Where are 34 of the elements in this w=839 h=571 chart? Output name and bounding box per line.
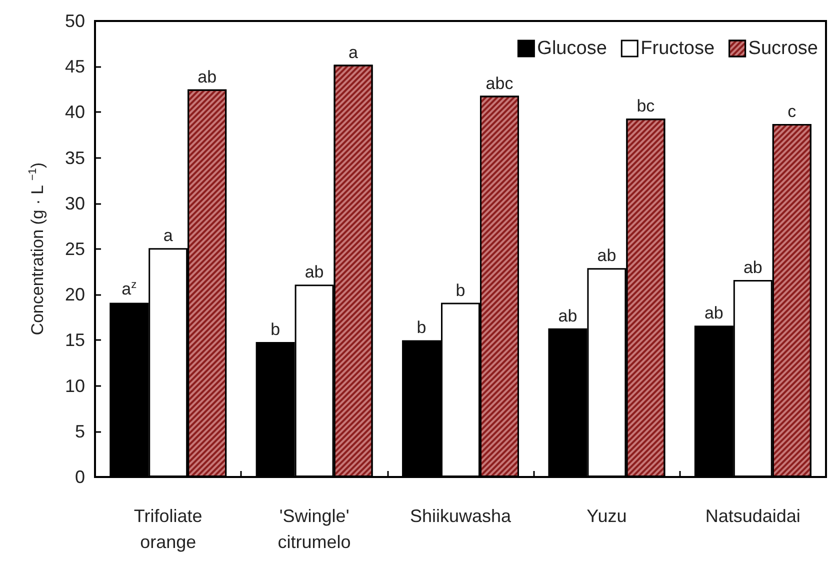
data-label: ab: [198, 67, 217, 86]
y-tick-label: 20: [64, 284, 85, 305]
y-tick-label: 0: [74, 467, 85, 487]
data-label: ab: [704, 304, 724, 323]
data-label: ab: [743, 258, 762, 278]
data-label: bc: [636, 96, 656, 116]
legend-label: Sucrose: [748, 38, 818, 59]
data-label: b: [416, 318, 426, 338]
x-tick-label: Shiikuwasha: [410, 506, 512, 526]
data-label: abc: [486, 74, 514, 93]
legend-label: Fructose: [640, 38, 715, 59]
x-tick-label: Yuzu: [586, 506, 627, 526]
legend-label: Glucose: [537, 38, 607, 59]
y-tick-label: 40: [64, 102, 85, 122]
y-tick-label: 5: [74, 421, 85, 442]
x-tick-label: 'Swingle' citrumelo: [278, 506, 351, 552]
data-label: ab: [597, 246, 616, 266]
data-label: c: [788, 102, 797, 122]
x-tick-label: Trifoliate orange: [134, 506, 202, 552]
data-label: a: [348, 42, 359, 62]
data-label: b: [270, 320, 280, 340]
y-tick-label: 25: [64, 239, 85, 259]
y-tick-label: 10: [64, 376, 85, 396]
data-label: ab: [304, 262, 324, 282]
data-label: a: [163, 226, 174, 246]
data-label: b: [456, 280, 466, 300]
y-tick-label: 45: [64, 56, 85, 77]
data-label: ab: [558, 306, 578, 326]
y-axis-title: Concentration (g · L −1): [27, 162, 47, 336]
y-tick-label: 30: [64, 193, 85, 214]
y-tick-label: 35: [64, 148, 85, 168]
x-tick-label: Natsudaidai: [705, 506, 800, 526]
y-tick-label: 50: [64, 11, 85, 31]
y-tick-label: 15: [64, 330, 85, 350]
